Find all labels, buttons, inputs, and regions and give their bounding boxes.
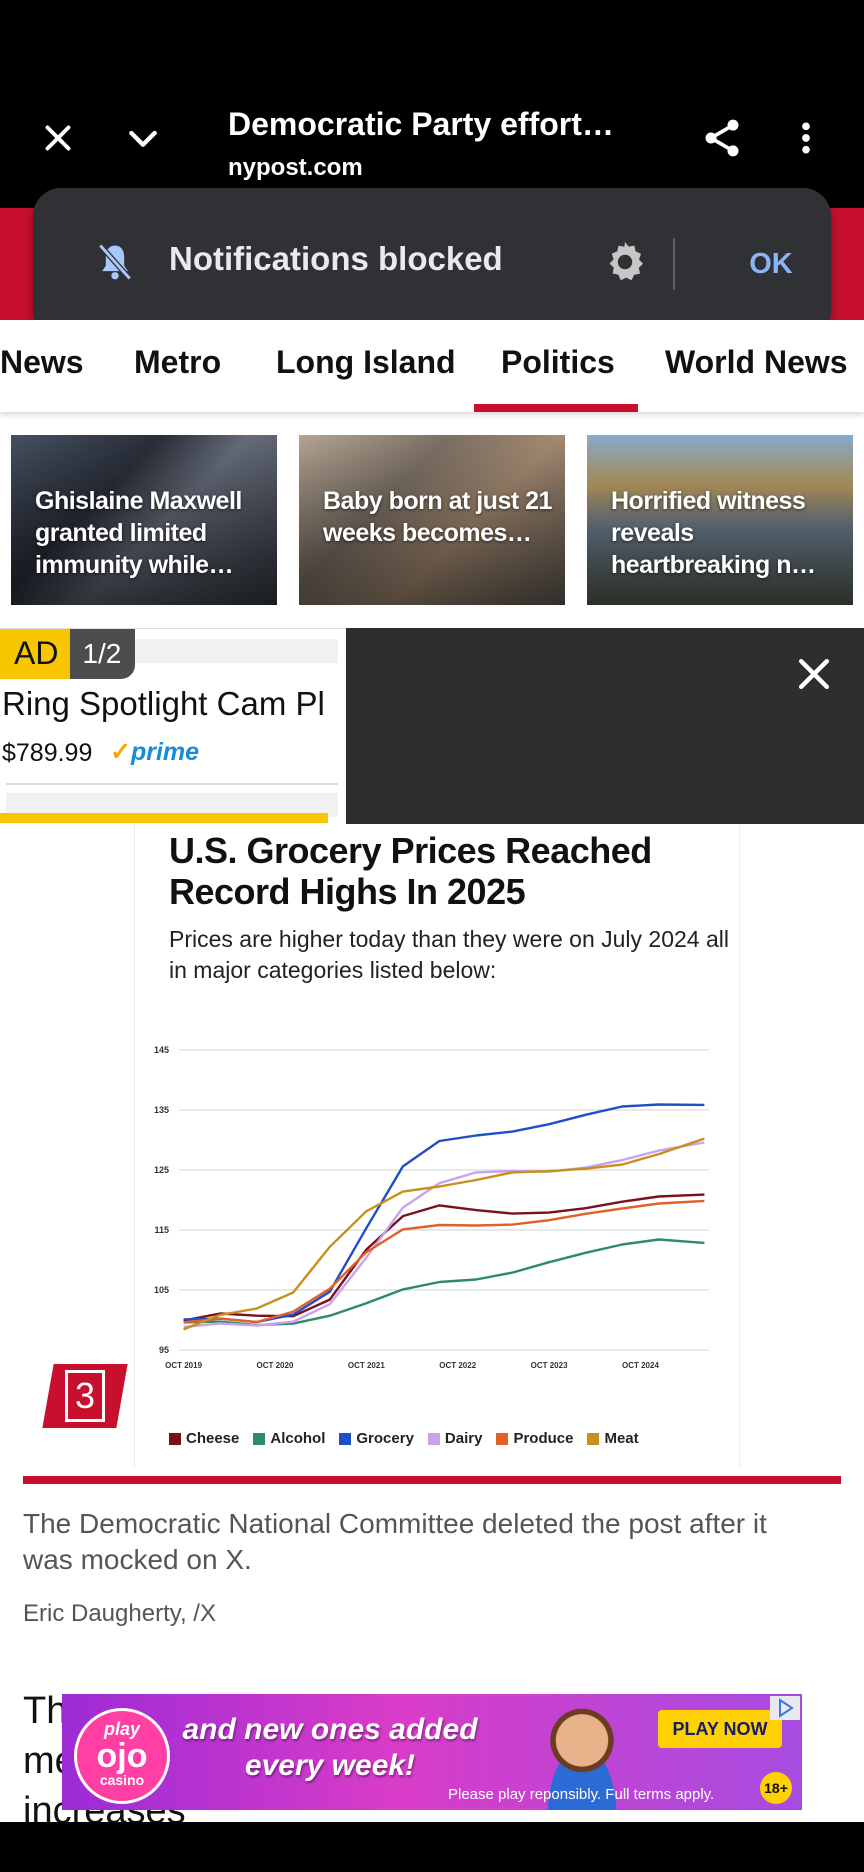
story-headline: Horrified witness reveals heartbreaking … [611, 487, 816, 579]
story-card[interactable]: Ghislaine Maxwell granted limited immuni… [11, 435, 277, 605]
y-tick-label: 105 [154, 1285, 169, 1295]
legend-label: Dairy [444, 1430, 483, 1447]
series-line-produce [183, 1199, 705, 1324]
ad-label: AD [0, 629, 71, 679]
active-tab-indicator [474, 404, 638, 412]
legend-item-produce: Produce [496, 1430, 573, 1447]
chart-subtitle: Prices are higher today than they were o… [169, 926, 729, 983]
adchoices-icon[interactable] [770, 1696, 800, 1720]
section-nav: News Metro Long Island Politics World Ne… [0, 320, 864, 412]
x-tick-label: OCT 2024 [622, 1361, 659, 1370]
slide-number: 3 [65, 1370, 105, 1422]
x-tick-label: OCT 2022 [439, 1361, 476, 1370]
series-line-meat [183, 1137, 705, 1331]
legend-item-meat: Meat [587, 1430, 639, 1447]
ad-progress-bar [0, 813, 328, 823]
age-badge: 18+ [760, 1772, 792, 1804]
chart-legend: Cheese Alcohol Grocery Dairy Produce Meat [169, 1430, 639, 1447]
bell-off-icon [93, 240, 137, 284]
ad-product-name[interactable]: Ring Spotlight Cam Pl [2, 685, 325, 722]
series-line-alcohol [183, 1238, 705, 1327]
gear-icon[interactable] [601, 238, 649, 286]
prime-badge: ✓prime [110, 738, 200, 766]
tab-metro[interactable]: Metro [134, 344, 222, 380]
legend-swatch [253, 1432, 266, 1445]
ad-panel[interactable]: AD 1/2 Ring Spotlight Cam Pl $789.99 ✓pr… [0, 628, 346, 824]
legend-swatch [427, 1432, 440, 1445]
close-icon[interactable] [30, 110, 86, 166]
ok-button[interactable]: OK [749, 248, 793, 280]
legend-label: Cheese [186, 1430, 240, 1447]
caption-rule [23, 1476, 841, 1484]
legend-label: Produce [513, 1430, 574, 1447]
ad-count: 1/2 [70, 629, 136, 679]
casino-person-image [522, 1694, 642, 1810]
legend-label: Grocery [356, 1430, 414, 1447]
toast-message: Notifications blocked [169, 240, 503, 277]
legend-swatch [339, 1432, 352, 1445]
legend-label: Alcohol [270, 1430, 326, 1447]
casino-logo: play ojo casino [74, 1708, 170, 1804]
legend-swatch [169, 1432, 181, 1445]
chevron-down-icon[interactable] [115, 110, 171, 166]
legend-item-grocery: Grocery [339, 1430, 414, 1447]
y-tick-label: 95 [159, 1345, 169, 1355]
x-tick-label: OCT 2019 [165, 1361, 202, 1370]
casino-tagline: and new ones added every week! [182, 1713, 478, 1782]
legend-item-alcohol: Alcohol [253, 1430, 325, 1447]
close-icon[interactable] [792, 652, 836, 696]
legend-item-cheese: Cheese [169, 1430, 239, 1447]
article-image[interactable]: U.S. Grocery Prices Reached Record Highs… [0, 824, 864, 1476]
page-title: Democratic Party effort… [228, 106, 614, 142]
tab-politics[interactable]: Politics [501, 344, 615, 380]
y-tick-label: 145 [154, 1045, 169, 1055]
ad-video-area[interactable] [346, 628, 864, 824]
y-tick-label: 135 [154, 1105, 169, 1115]
browser-toolbar: Democratic Party effort… nypost.com [0, 80, 864, 208]
series-line-cheese [183, 1193, 705, 1322]
story-headline: Ghislaine Maxwell granted limited immuni… [35, 487, 242, 579]
navigation-bar [0, 1822, 864, 1872]
story-headline: Baby born at just 21 weeks becomes… [323, 487, 552, 547]
notifications-toast: Notifications blocked OK [33, 188, 831, 338]
image-caption: The Democratic National Committee delete… [23, 1508, 767, 1575]
tab-news[interactable]: News [0, 344, 84, 380]
casino-banner-ad[interactable]: play ojo casino and new ones added every… [62, 1694, 802, 1810]
x-tick-label: OCT 2023 [531, 1361, 568, 1370]
ad-divider [6, 783, 338, 785]
legend-swatch [496, 1432, 509, 1445]
status-bar [0, 0, 864, 80]
x-tick-label: OCT 2021 [348, 1361, 385, 1370]
series-line-grocery [183, 1103, 705, 1324]
ad-badge: AD 1/2 [0, 629, 136, 679]
legend-item-dairy: Dairy [427, 1430, 483, 1447]
tab-long-island[interactable]: Long Island [276, 344, 456, 380]
ad-price: $789.99 [2, 739, 93, 767]
series-line-dairy [183, 1141, 705, 1329]
toast-divider [673, 238, 675, 290]
page-domain: nypost.com [228, 154, 363, 181]
y-tick-label: 115 [154, 1225, 169, 1235]
tab-world-news[interactable]: World News [665, 344, 848, 380]
story-card[interactable]: Horrified witness reveals heartbreaking … [587, 435, 853, 605]
chart-image: U.S. Grocery Prices Reached Record Highs… [134, 824, 740, 1468]
chart-title: U.S. Grocery Prices Reached Record Highs… [169, 830, 652, 912]
share-icon[interactable] [694, 110, 750, 166]
more-vert-icon[interactable] [778, 110, 834, 166]
x-tick-label: OCT 2020 [256, 1361, 293, 1370]
story-card[interactable]: Baby born at just 21 weeks becomes… [299, 435, 565, 605]
legend-swatch [587, 1432, 600, 1445]
legend-label: Meat [604, 1430, 639, 1447]
line-chart: 95 105 115 125 135 145 OCT 2019 OCT 2020 OCT 202… [154, 1045, 709, 1370]
casino-terms: Please play reponsibly. Full terms apply… [448, 1786, 715, 1803]
play-now-button[interactable]: PLAY NOW [658, 1710, 782, 1748]
y-tick-label: 125 [154, 1165, 169, 1175]
image-credit: Eric Daugherty, /X [23, 1600, 216, 1627]
